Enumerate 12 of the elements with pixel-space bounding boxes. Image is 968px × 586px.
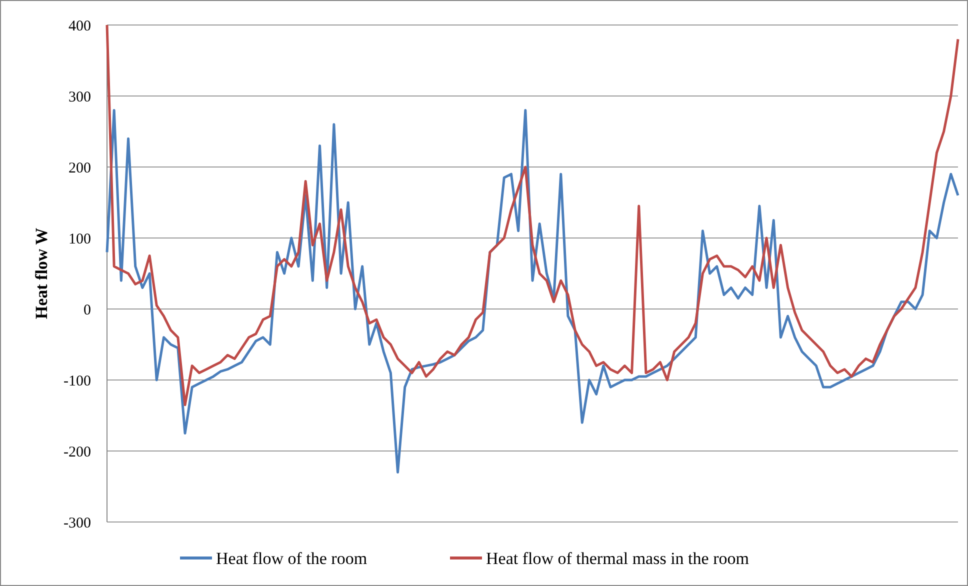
legend-label: Heat flow of the room — [216, 548, 368, 568]
y-tick-label: 300 — [68, 89, 91, 106]
y-tick-label: 100 — [68, 231, 91, 248]
y-axis-title: Heat flow W — [32, 228, 51, 320]
y-tick-label: -300 — [64, 515, 91, 532]
y-tick-label: -100 — [64, 373, 91, 390]
y-tick-label: 200 — [68, 160, 91, 176]
y-tick-label: 400 — [68, 18, 91, 34]
y-tick-label: 0 — [84, 302, 91, 318]
legend-label: Heat flow of thermal mass in the room — [486, 548, 749, 568]
line-series — [106, 24, 960, 406]
y-tick-label: -200 — [64, 444, 91, 460]
